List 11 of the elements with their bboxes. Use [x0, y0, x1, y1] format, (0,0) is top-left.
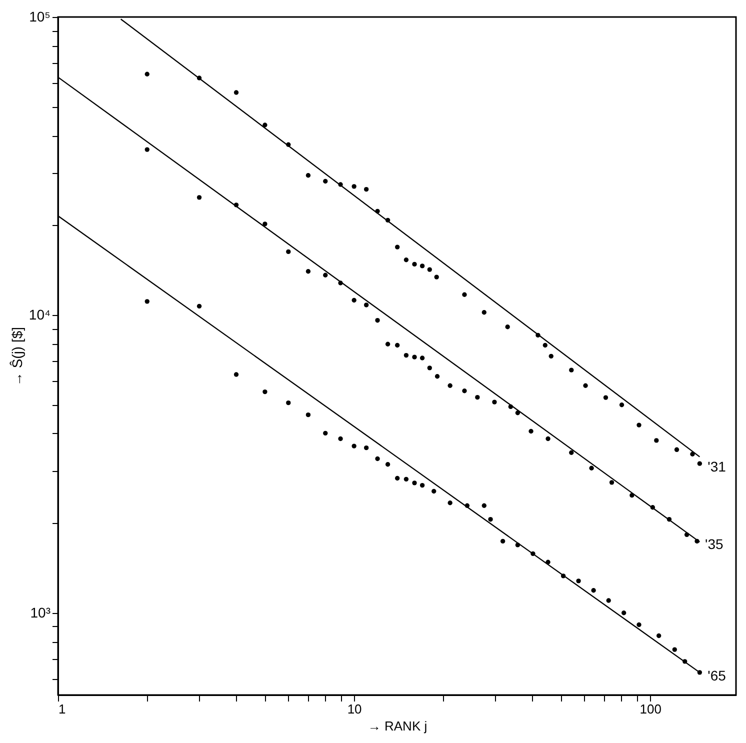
series-label: '65: [708, 667, 726, 684]
y-axis-title: → Ŝ(j) [$]: [8, 326, 25, 386]
x-axis-title: → RANK j: [368, 718, 428, 734]
y-tick-label: 10³: [30, 604, 51, 620]
y-tick-label: 10⁵: [29, 8, 50, 24]
x-tick-label: 10: [347, 702, 362, 716]
x-tick-label: 1: [58, 702, 66, 716]
y-tick-label: 10⁴: [28, 306, 50, 322]
series-label: '35: [705, 536, 724, 552]
x-tick-label: 100: [640, 702, 662, 716]
series-label: '31: [708, 458, 726, 475]
